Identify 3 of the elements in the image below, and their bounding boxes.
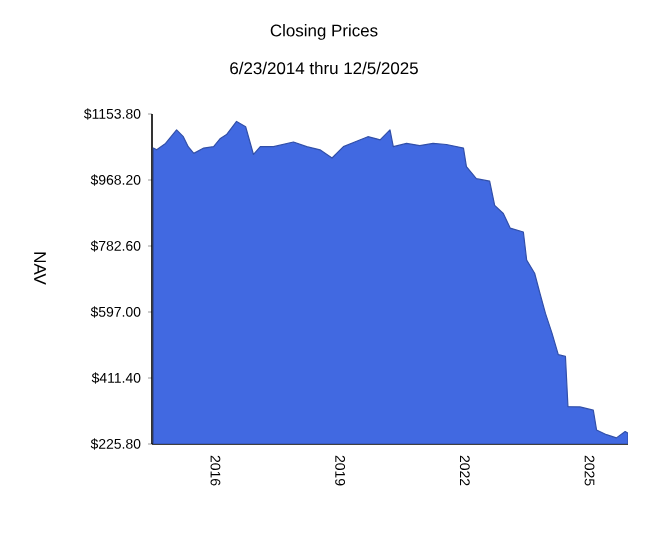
chart-subtitle: 6/23/2014 thru 12/5/2025 (230, 61, 418, 75)
chart-title: Closing Prices (270, 24, 378, 40)
y-axis-title: NAV (34, 252, 46, 285)
